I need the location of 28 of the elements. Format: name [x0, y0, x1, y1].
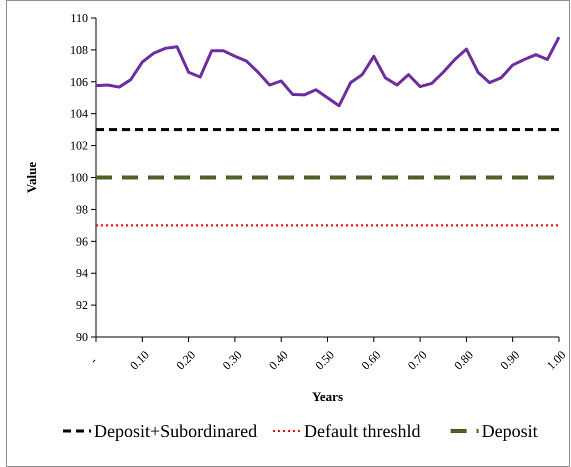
x-tick-label: 0.20 [173, 348, 198, 373]
x-tick-label: 1.00 [544, 348, 569, 373]
x-axis-title: Years [312, 389, 344, 404]
y-tick-label: 96 [76, 234, 88, 248]
y-tick-label: 102 [70, 138, 88, 153]
x-tick-label: - [86, 354, 100, 367]
x-tick-label: 0.40 [266, 348, 291, 373]
x-tick-label: 0.30 [220, 348, 244, 373]
y-tick-label: 94 [76, 266, 88, 280]
line-series [94, 36, 560, 108]
legend-label: Default threshld [304, 421, 420, 441]
x-tick-label: 0.90 [497, 348, 522, 373]
x-tick-label: 0.60 [358, 348, 384, 373]
y-tick-label: 98 [76, 202, 88, 216]
x-tick-label: 0.50 [312, 348, 338, 373]
x-tick-label: 0.10 [127, 348, 152, 373]
x-tick-label: 0.70 [404, 348, 430, 373]
x-tick-label: 0.80 [451, 348, 476, 373]
y-tick-label: 100 [70, 170, 88, 184]
legend-label: Deposit+Subordinared [94, 421, 258, 441]
y-tick-label: 108 [70, 42, 88, 57]
legend-label: Deposit [482, 421, 538, 441]
y-tick-label: 92 [76, 298, 88, 312]
y-axis-title: Value [24, 162, 39, 194]
y-tick-label: 90 [76, 330, 88, 344]
y-tick-label: 110 [70, 11, 88, 25]
y-tick-label: 106 [70, 74, 88, 89]
y-tick-label: 104 [70, 106, 88, 121]
